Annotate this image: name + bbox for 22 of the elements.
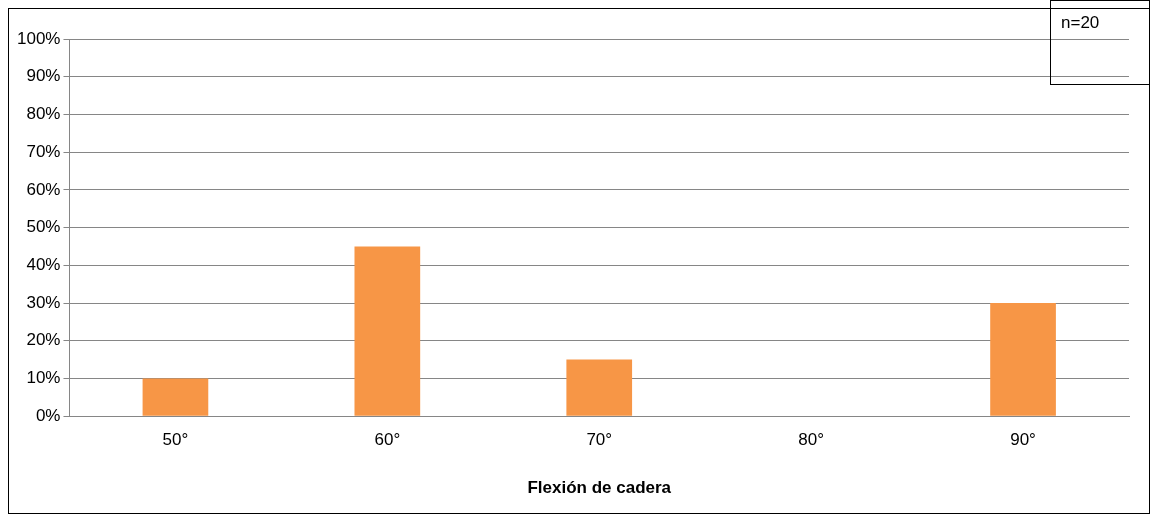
y-tick-label: 100% — [17, 28, 61, 48]
y-tick-label: 60% — [26, 179, 61, 199]
bar — [566, 359, 633, 416]
x-tick-label: 70° — [586, 430, 613, 450]
y-tick-label: 40% — [26, 255, 61, 275]
y-tick-label: 90% — [26, 66, 61, 86]
bar — [990, 303, 1056, 416]
y-tick-label: 0% — [35, 405, 61, 425]
y-tick-label: 30% — [26, 292, 61, 312]
bar — [142, 378, 209, 416]
x-tick-label: 60° — [374, 430, 401, 450]
y-tick-label: 10% — [26, 368, 61, 388]
x-axis-title: Flexión de cadera — [527, 478, 672, 498]
y-tick-label: 20% — [26, 330, 61, 350]
y-tick-label: 80% — [26, 104, 61, 124]
y-tick-label: 50% — [26, 217, 61, 237]
x-tick-label: 80° — [798, 430, 824, 450]
text: n=20 — [1050, 0, 1150, 85]
bar — [354, 246, 421, 416]
y-tick-label: 70% — [26, 141, 61, 161]
x-tick-label: 90° — [1010, 430, 1036, 450]
x-tick-label: 50° — [162, 430, 189, 450]
